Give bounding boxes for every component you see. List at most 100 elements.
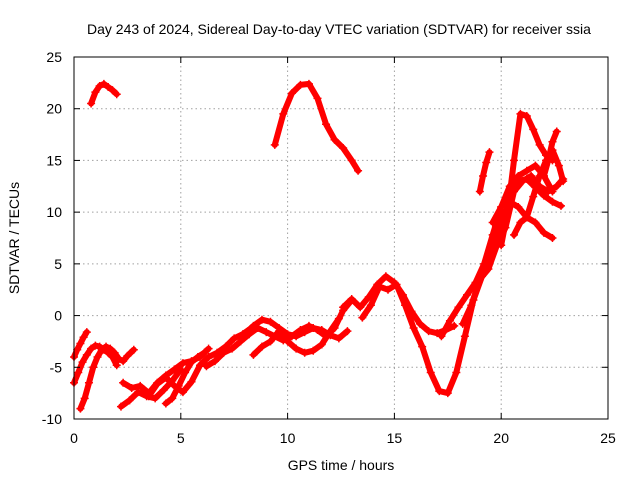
data-point bbox=[418, 342, 427, 351]
data-point bbox=[178, 359, 187, 368]
data-point bbox=[548, 234, 557, 242]
data-point bbox=[144, 392, 153, 401]
x-tick-label: 10 bbox=[280, 430, 296, 446]
data-point bbox=[230, 334, 239, 343]
trace-14 bbox=[359, 262, 492, 397]
x-tick-label: 15 bbox=[387, 430, 403, 446]
data-point bbox=[443, 389, 452, 398]
data-point bbox=[482, 158, 491, 167]
data-point bbox=[516, 218, 525, 227]
y-tick-label: 20 bbox=[46, 101, 62, 117]
data-point bbox=[531, 218, 540, 227]
data-point bbox=[283, 330, 292, 339]
data-point bbox=[275, 323, 284, 332]
data-point bbox=[416, 319, 425, 328]
data-point bbox=[317, 326, 326, 335]
data-point bbox=[119, 378, 128, 387]
trace-4-markers bbox=[87, 79, 121, 108]
data-point bbox=[334, 314, 343, 323]
data-point bbox=[559, 177, 568, 186]
data-point bbox=[119, 357, 128, 366]
data-point bbox=[153, 379, 162, 388]
data-point bbox=[168, 394, 177, 403]
data-point bbox=[114, 355, 123, 364]
data-point bbox=[266, 337, 275, 346]
data-point bbox=[460, 332, 469, 341]
data-point bbox=[266, 317, 275, 326]
data-point bbox=[99, 79, 108, 88]
data-point bbox=[240, 330, 249, 339]
data-point bbox=[375, 282, 384, 291]
data-point bbox=[317, 340, 326, 349]
data-point bbox=[106, 344, 115, 353]
data-point bbox=[522, 175, 531, 184]
data-point bbox=[330, 135, 339, 144]
data-point bbox=[79, 333, 88, 342]
data-point bbox=[488, 244, 497, 253]
data-point bbox=[510, 156, 519, 165]
plot-frame bbox=[73, 56, 609, 420]
y-tick-label: -5 bbox=[50, 359, 63, 375]
data-point bbox=[544, 156, 553, 165]
data-point bbox=[187, 377, 196, 386]
trace-17 bbox=[472, 198, 556, 293]
data-point bbox=[467, 301, 476, 310]
data-point bbox=[249, 350, 258, 359]
data-point bbox=[381, 272, 390, 281]
data-point bbox=[116, 402, 125, 411]
data-point bbox=[236, 337, 245, 346]
data-point bbox=[514, 202, 523, 211]
data-point bbox=[161, 399, 170, 408]
data-point bbox=[488, 218, 497, 227]
data-point bbox=[78, 358, 87, 367]
y-tick-labels: -10 -5 0 5 10 15 20 25 bbox=[42, 49, 62, 427]
data-point bbox=[104, 82, 113, 91]
data-point bbox=[424, 327, 433, 336]
axis-ticks bbox=[73, 56, 609, 420]
data-point bbox=[193, 352, 202, 361]
data-point bbox=[544, 187, 553, 196]
data-point bbox=[219, 348, 228, 357]
trace-12 bbox=[271, 80, 362, 174]
data-point bbox=[123, 351, 132, 360]
data-point bbox=[200, 348, 209, 357]
data-point bbox=[409, 323, 418, 332]
data-point bbox=[249, 321, 258, 330]
data-point bbox=[129, 345, 138, 354]
trace-11-markers bbox=[240, 315, 352, 343]
data-point bbox=[73, 345, 82, 354]
trace-22-markers bbox=[475, 148, 494, 196]
data-point bbox=[454, 303, 463, 312]
data-point bbox=[204, 344, 213, 353]
data-point bbox=[257, 342, 266, 351]
data-point bbox=[309, 346, 318, 355]
x-tick-label: 25 bbox=[600, 430, 616, 446]
data-point bbox=[136, 381, 145, 390]
data-point bbox=[210, 357, 219, 366]
y-tick-label: 5 bbox=[54, 256, 62, 272]
data-point bbox=[326, 331, 335, 340]
data-point bbox=[552, 182, 561, 191]
data-point bbox=[358, 313, 367, 322]
data-point bbox=[356, 303, 365, 312]
data-point bbox=[110, 348, 119, 357]
data-point bbox=[529, 125, 538, 134]
data-point bbox=[334, 334, 343, 343]
data-point bbox=[93, 352, 102, 361]
data-point bbox=[463, 290, 472, 299]
data-point bbox=[91, 341, 100, 350]
data-point bbox=[339, 303, 348, 312]
trace-22 bbox=[476, 149, 493, 195]
data-point bbox=[527, 171, 536, 180]
data-point bbox=[102, 342, 111, 351]
data-point bbox=[522, 166, 531, 175]
data-point bbox=[354, 166, 363, 175]
data-point bbox=[383, 285, 392, 294]
data-point bbox=[437, 332, 446, 341]
data-point bbox=[257, 315, 266, 324]
data-point bbox=[304, 79, 313, 88]
data-point bbox=[279, 109, 288, 118]
x-tick-label: 20 bbox=[493, 430, 509, 446]
data-point bbox=[174, 381, 183, 390]
